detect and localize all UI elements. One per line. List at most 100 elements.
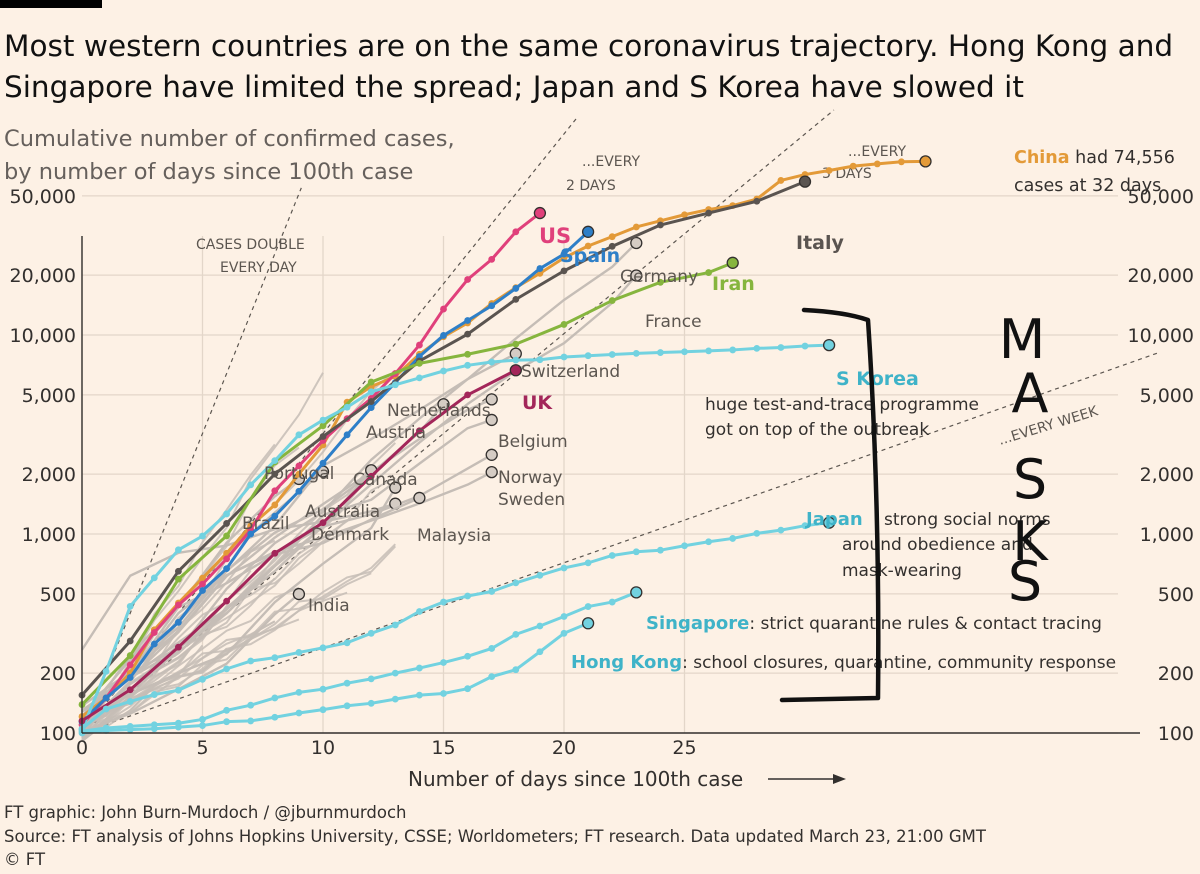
series-point-spain [175, 618, 182, 626]
series-point-us [175, 601, 182, 609]
series-point-italy [464, 330, 471, 338]
annotation-skorea-line2: got on top of the outbreak [705, 420, 929, 440]
series-point-s-korea [319, 416, 327, 424]
series-point-iran [175, 575, 182, 583]
series-point-japan [681, 542, 688, 550]
series-point-s-korea [343, 403, 351, 411]
y-tick-label-right: 50,000 [1128, 186, 1194, 208]
series-point-italy [271, 470, 279, 478]
y-tick-label-left: 2,000 [22, 464, 76, 486]
series-line-sweden [81, 471, 493, 707]
series-end-marker-hong-kong [581, 617, 595, 630]
series-point-iran [319, 422, 327, 430]
series-point-japan [416, 608, 423, 615]
series-point-japan [367, 629, 375, 637]
series-point-s-korea [391, 381, 399, 389]
series-end-marker-france [630, 269, 643, 282]
series-point-s-korea [416, 374, 423, 382]
series-point-china [295, 470, 303, 478]
series-point-china [632, 223, 640, 231]
y-tick-label-left: 10,000 [10, 325, 76, 347]
x-tick-label: 20 [552, 737, 576, 759]
doubling-guide-label: CASES DOUBLE [196, 237, 305, 253]
series-point-uk [175, 643, 182, 651]
series-point-iran [223, 532, 231, 540]
series-line-uk [81, 368, 517, 723]
series-line-hong-kong [81, 621, 589, 735]
series-point-s-korea [150, 574, 158, 582]
series-point-iran [705, 269, 712, 276]
series-point-s-korea [657, 349, 664, 356]
series-point-japan [657, 546, 664, 554]
series-point-spain [560, 250, 568, 258]
series-point-hong-kong [247, 717, 255, 725]
series-point-hong-kong [150, 725, 158, 733]
singapore-annotation-text: : strict quarantine rules & contact trac… [749, 614, 1102, 634]
series-label-germany: Germany [620, 267, 698, 287]
series-point-italy [223, 520, 231, 527]
series-point-china [777, 177, 785, 184]
series-line-s-korea [80, 343, 830, 731]
series-point-spain [536, 265, 544, 272]
series-point-us [464, 276, 471, 283]
series-point-japan [175, 686, 182, 694]
series-point-spain [343, 431, 351, 439]
series-point-hong-kong [416, 691, 423, 699]
series-point-japan [536, 571, 544, 579]
series-point-s-korea [512, 356, 520, 364]
series-point-china [849, 162, 857, 170]
series-point-s-korea [295, 431, 303, 439]
series-point-iran [126, 652, 134, 659]
series-point-s-korea [175, 546, 182, 554]
doubling-guide-label: EVERY DAY [220, 260, 297, 276]
series-point-japan [801, 522, 809, 530]
doubling-guide-label: ...EVERY [582, 154, 640, 170]
series-point-singapore [223, 706, 231, 714]
highlight-series-layer [78, 155, 932, 737]
annotation-skorea-line1: huge test-and-trace programme [705, 395, 979, 415]
series-point-hong-kong [488, 673, 496, 681]
series-end-marker-italy [798, 175, 812, 188]
series-point-spain [223, 565, 231, 573]
series-point-us [488, 255, 496, 263]
doubling-guide-label: ...EVERY [848, 144, 906, 160]
series-point-uk [319, 519, 327, 527]
y-tick-label-left: 200 [40, 663, 76, 685]
y-tick-label-right: 200 [1158, 663, 1194, 685]
series-point-singapore [560, 613, 568, 620]
series-point-singapore [367, 675, 375, 683]
series-point-spain [295, 487, 303, 495]
series-line-australia [81, 487, 397, 725]
series-point-italy [657, 221, 664, 229]
series-point-japan [102, 705, 110, 713]
chart-headline: Most western countries are on the same c… [4, 29, 1174, 104]
series-point-china [199, 574, 206, 582]
series-point-china [681, 211, 688, 219]
series-point-s-korea [801, 342, 809, 350]
series-point-uk [367, 472, 375, 480]
subtitle-line-1: Cumulative number of confirmed cases, [4, 126, 455, 152]
series-point-japan [584, 559, 592, 567]
series-end-marker-india [292, 587, 306, 601]
series-point-s-korea [271, 457, 279, 465]
series-point-japan [753, 529, 761, 537]
series-point-uk [126, 686, 134, 694]
series-point-iran [464, 350, 471, 358]
series-point-singapore [440, 659, 447, 666]
doubling-guide-line [81, 351, 1161, 734]
series-point-uk [464, 391, 471, 399]
series-point-s-korea [753, 344, 761, 352]
series-point-iran [416, 359, 423, 367]
series-point-china [584, 242, 592, 250]
series-point-japan [729, 535, 737, 542]
series-point-s-korea [681, 348, 688, 356]
series-point-singapore [488, 645, 496, 652]
x-tick-label: 25 [672, 737, 696, 759]
series-label-portugal: Portugal [264, 464, 334, 484]
series-point-hong-kong [319, 706, 327, 714]
series-label-india: India [308, 596, 350, 616]
series-line-spain [80, 230, 590, 723]
y-tick-label-left: 100 [40, 723, 76, 745]
series-point-singapore [271, 694, 279, 702]
series-label-brazil: Brazil [242, 514, 289, 534]
